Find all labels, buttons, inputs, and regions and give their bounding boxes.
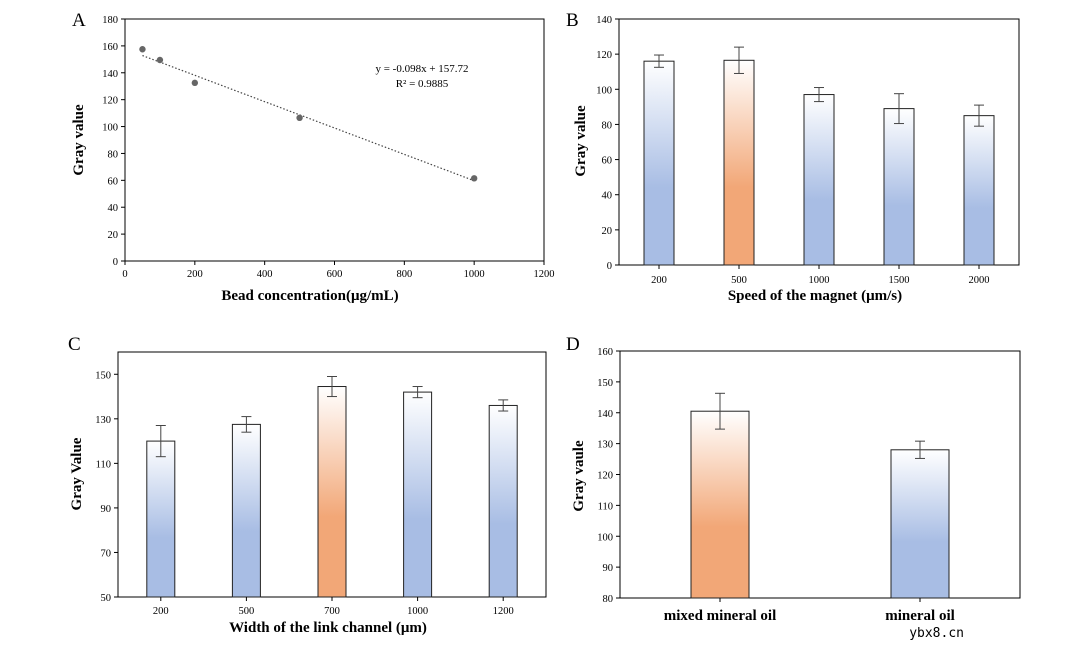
panel-a-data-point <box>191 79 199 87</box>
panel-d-y-axis-label: Gray vaule <box>571 440 587 512</box>
panel-a-y-tick-label: 140 <box>102 69 118 80</box>
panel-a-y-tick-label: 60 <box>108 176 119 187</box>
panel-c-y-tick-label: 130 <box>95 415 111 426</box>
panel-b-x-tick-label: 1500 <box>889 275 910 286</box>
panel-c-x-tick-label: 1200 <box>493 606 514 617</box>
panel-a-trendline <box>142 54 475 182</box>
panel-c-bar <box>146 440 176 598</box>
panel-c-x-tick-label: 1000 <box>407 606 428 617</box>
panel-b-y-tick-label: 40 <box>602 191 613 202</box>
panel-d-y-tick-label: 140 <box>597 409 613 420</box>
panel-d-y-tick-label: 100 <box>597 532 613 543</box>
panel-a-y-tick-label: 20 <box>108 230 119 241</box>
panel-b-x-axis-label: Speed of the magnet (μm/s) <box>728 288 902 304</box>
panel-a-x-tick-label: 200 <box>187 269 203 280</box>
panel-label-a: A <box>72 10 86 31</box>
panel-a-scatter-chart: 0 20 40 60 80 100 120 140 160 180 0 200 400 600 800 100… <box>71 15 555 304</box>
panel-d-bar <box>890 449 950 599</box>
panel-b-x-tick-label: 200 <box>651 275 667 286</box>
panel-b-y-tick-label: 20 <box>602 226 613 237</box>
panel-c-x-axis-label: Width of the link channel (μm) <box>229 620 427 636</box>
panel-b-bar <box>963 115 995 266</box>
panel-a-plot-frame <box>124 18 545 262</box>
panel-c-y-axis-label: Gray Value <box>69 437 85 510</box>
panel-d-plot-frame <box>619 350 1021 599</box>
panel-a-x-axis-label: Bead concentration(μg/mL) <box>221 288 398 304</box>
panel-a-data-point <box>470 175 478 182</box>
panel-label-b: B <box>566 10 579 31</box>
panel-a-y-tick-label: 180 <box>102 15 118 26</box>
panel-b-x-tick-label: 500 <box>731 275 747 286</box>
panel-a-y-tick-label: 0 <box>113 257 118 268</box>
panel-a-x-tick-label: 1000 <box>464 269 485 280</box>
panel-a-x-tick-label: 1200 <box>534 269 555 280</box>
panel-a-y-tick-label: 100 <box>102 123 118 134</box>
panel-d-bar <box>690 410 750 599</box>
panel-b-y-axis-label: Gray value <box>573 105 589 177</box>
panel-d-y-tick-label: 80 <box>603 594 614 605</box>
panel-b-y-tick-label: 140 <box>596 15 612 26</box>
panel-a-data-point <box>296 114 303 122</box>
panel-c-bar-chart: 50 70 90 110 130 150 200 500 700 1000 1200 Width o… <box>69 351 547 636</box>
panel-d-y-tick-label: 160 <box>597 347 613 358</box>
panel-a-y-tick-label: 120 <box>102 96 118 107</box>
panel-d-y-tick-label: 150 <box>597 378 613 389</box>
watermark: ybx8.cn <box>909 626 964 641</box>
panel-a-y-tick-label: 40 <box>108 203 119 214</box>
panel-b-y-tick-label: 60 <box>602 156 613 167</box>
panel-c-x-tick-label: 700 <box>324 606 340 617</box>
panel-a-x-tick-label: 0 <box>122 269 127 280</box>
panel-c-bar <box>231 423 261 598</box>
panel-c-bar <box>403 391 433 598</box>
panel-b-bar <box>883 108 915 266</box>
panel-c-x-tick-label: 500 <box>239 606 255 617</box>
panel-a-y-axis-label: Gray value <box>71 104 87 176</box>
panel-b-x-tick-label: 1000 <box>809 275 830 286</box>
panel-c-y-tick-label: 90 <box>101 504 112 515</box>
panel-b-x-tick-label: 2000 <box>969 275 990 286</box>
panel-b-y-tick-label: 120 <box>596 50 612 61</box>
panel-b-y-tick-label: 80 <box>602 120 613 131</box>
panel-a-x-tick-label: 600 <box>327 269 343 280</box>
panel-a-equation: y = -0.098x + 157.72 <box>375 63 468 75</box>
panel-c-y-tick-label: 70 <box>101 548 112 559</box>
panel-a-data-point <box>139 46 146 53</box>
panel-a-x-tick-label: 800 <box>396 269 412 280</box>
panel-d-y-tick-label: 110 <box>598 501 613 512</box>
panel-label-d: D <box>566 334 580 355</box>
panel-b-bar <box>803 94 835 266</box>
panel-a-y-tick-label: 80 <box>108 149 119 160</box>
panel-label-c: C <box>68 334 81 355</box>
panel-c-y-tick-label: 50 <box>101 593 112 604</box>
panel-b-y-tick-label: 0 <box>607 261 612 272</box>
panel-b-bar <box>723 59 755 266</box>
panel-c-x-tick-label: 200 <box>153 606 169 617</box>
panel-a-r-squared: R² = 0.9885 <box>396 78 449 90</box>
panel-c-y-tick-label: 150 <box>95 370 111 381</box>
panel-d-y-tick-label: 90 <box>603 563 614 574</box>
panel-b-y-tick-label: 100 <box>596 85 612 96</box>
panel-d-y-tick-label: 120 <box>597 471 613 482</box>
panel-c-bar <box>317 386 347 598</box>
panel-d-x-tick-label: mixed mineral oil <box>664 608 777 624</box>
panel-c-bar <box>488 404 518 598</box>
panel-a-y-tick-label: 160 <box>102 42 118 53</box>
panel-a-data-point <box>156 56 164 64</box>
panel-b-bar <box>643 60 675 266</box>
panel-d-x-tick-label: mineral oil <box>885 608 955 624</box>
panel-c-y-tick-label: 110 <box>96 459 111 470</box>
panel-d-bar-chart: 80 90 100 110 120 130 140 150 160 mixed mineral o… <box>571 347 1021 624</box>
panel-b-bar-chart: 0 20 40 60 80 100 120 140 200 500 1000 1500 2000 Spe… <box>573 15 1020 304</box>
panel-a-x-tick-label: 400 <box>257 269 273 280</box>
panel-d-y-tick-label: 130 <box>597 440 613 451</box>
